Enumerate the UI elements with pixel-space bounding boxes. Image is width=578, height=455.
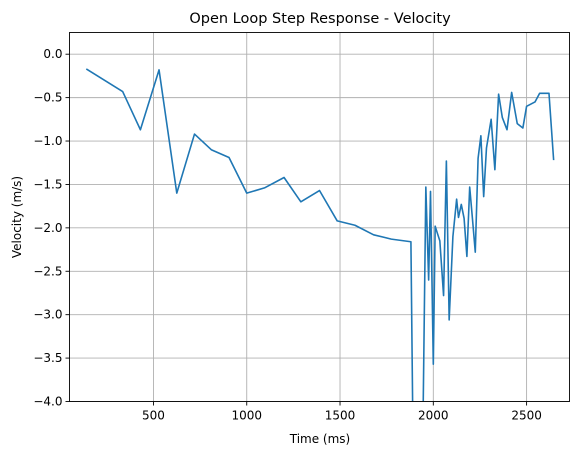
series-layer	[85, 68, 555, 402]
y-axis-label: Velocity (m/s)	[10, 176, 24, 258]
y-tick-label: −4.0	[33, 395, 62, 409]
y-tick-label: −1.5	[33, 177, 62, 191]
y-tick-label: −3.5	[33, 351, 62, 365]
chart-title: Open Loop Step Response - Velocity	[189, 11, 451, 27]
x-tick-label: 500	[142, 409, 165, 423]
y-tick-label: −0.5	[33, 91, 62, 105]
x-axis-label: Time (ms)	[289, 432, 351, 446]
y-tick-label: −2.5	[33, 264, 62, 278]
axis-ticks: 500 1000 1500 2000 2500 0.0 −0.5 −1.0 −1.5 −2.0 −2…	[33, 47, 542, 422]
x-tick-label: 1500	[325, 409, 356, 423]
grid	[69, 32, 570, 402]
plot-frame	[69, 32, 570, 402]
y-tick-label: −1.0	[33, 134, 62, 148]
y-tick-label: 0.0	[43, 47, 62, 61]
y-tick-label: −2.0	[33, 221, 62, 235]
velocity-series-line	[85, 68, 555, 402]
x-tick-label: 2000	[418, 409, 449, 423]
x-tick-label: 2500	[511, 409, 542, 423]
x-tick-label: 1000	[231, 409, 262, 423]
y-tick-label: −3.0	[33, 308, 62, 322]
